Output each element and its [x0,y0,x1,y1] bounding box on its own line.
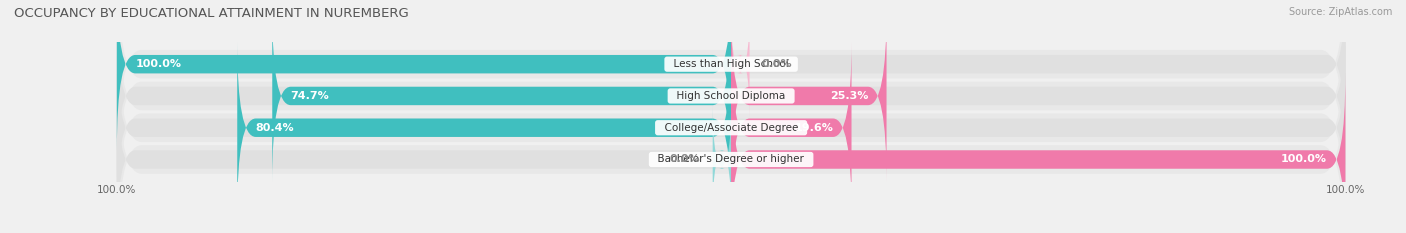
Text: Source: ZipAtlas.com: Source: ZipAtlas.com [1288,7,1392,17]
FancyBboxPatch shape [238,42,731,214]
Text: 100.0%: 100.0% [1281,154,1327,164]
Text: 0.0%: 0.0% [762,59,793,69]
FancyBboxPatch shape [117,15,1346,233]
Text: Bachelor's Degree or higher: Bachelor's Degree or higher [651,154,811,164]
FancyBboxPatch shape [117,0,1346,150]
FancyBboxPatch shape [117,0,1346,209]
Text: College/Associate Degree: College/Associate Degree [658,123,804,133]
Text: 74.7%: 74.7% [291,91,329,101]
Text: 100.0%: 100.0% [135,59,181,69]
Text: OCCUPANCY BY EDUCATIONAL ATTAINMENT IN NUREMBERG: OCCUPANCY BY EDUCATIONAL ATTAINMENT IN N… [14,7,409,20]
FancyBboxPatch shape [117,0,1346,177]
Text: High School Diploma: High School Diploma [671,91,792,101]
FancyBboxPatch shape [731,10,749,119]
FancyBboxPatch shape [117,10,1346,182]
Legend: Owner-occupied, Renter-occupied: Owner-occupied, Renter-occupied [612,230,851,233]
FancyBboxPatch shape [117,0,731,150]
FancyBboxPatch shape [731,10,887,182]
Text: Less than High School: Less than High School [666,59,796,69]
Text: 80.4%: 80.4% [256,123,294,133]
Text: 25.3%: 25.3% [830,91,868,101]
Text: 0.0%: 0.0% [669,154,700,164]
FancyBboxPatch shape [731,73,1346,233]
FancyBboxPatch shape [117,42,1346,214]
FancyBboxPatch shape [273,10,731,182]
Text: 19.6%: 19.6% [794,123,834,133]
FancyBboxPatch shape [731,42,852,214]
FancyBboxPatch shape [117,47,1346,233]
FancyBboxPatch shape [117,73,1346,233]
FancyBboxPatch shape [713,105,731,214]
